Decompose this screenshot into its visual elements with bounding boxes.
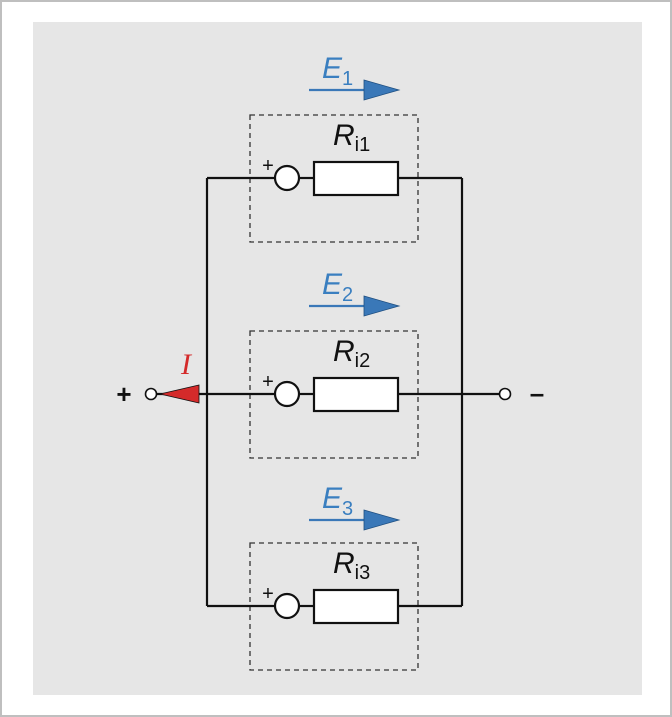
- branch-3: E3 + Ri3: [207, 482, 462, 671]
- internal-resistor-2: [312, 376, 400, 413]
- emf-arrow-head-3: [363, 509, 401, 531]
- emf-arrow-head-1: [363, 79, 401, 101]
- emf-label-2: E2: [322, 268, 353, 306]
- minus-terminal-sign: –: [530, 378, 544, 408]
- plus-terminal-node: [144, 387, 158, 401]
- branch-1: E1 + Ri1: [207, 52, 462, 243]
- voltage-source-3: [273, 592, 301, 620]
- background-panel: [33, 22, 642, 695]
- current-label: I: [180, 348, 193, 381]
- resistor-label-2: Ri2: [333, 335, 370, 372]
- polarity-sign-3: +: [262, 583, 274, 605]
- branch-group: E1 + Ri1 E2 + Ri2 E3 + Ri3: [207, 52, 462, 671]
- polarity-sign-1: +: [262, 155, 274, 177]
- voltage-source-2: [273, 380, 301, 408]
- voltage-source-1: [273, 164, 301, 192]
- current-arrow: [159, 384, 200, 404]
- internal-resistor-3: [312, 588, 400, 625]
- internal-resistor-1: [312, 160, 400, 197]
- resistor-label-3: Ri3: [333, 547, 370, 584]
- plus-terminal-sign: +: [116, 379, 131, 409]
- polarity-sign-2: +: [262, 371, 274, 393]
- branch-2: E2 + Ri2: [207, 268, 462, 459]
- emf-arrow-head-2: [363, 295, 401, 317]
- resistor-label-1: Ri1: [333, 119, 370, 156]
- emf-label-1: E1: [322, 52, 353, 90]
- emf-label-3: E3: [322, 482, 353, 520]
- minus-terminal-node: [498, 387, 512, 401]
